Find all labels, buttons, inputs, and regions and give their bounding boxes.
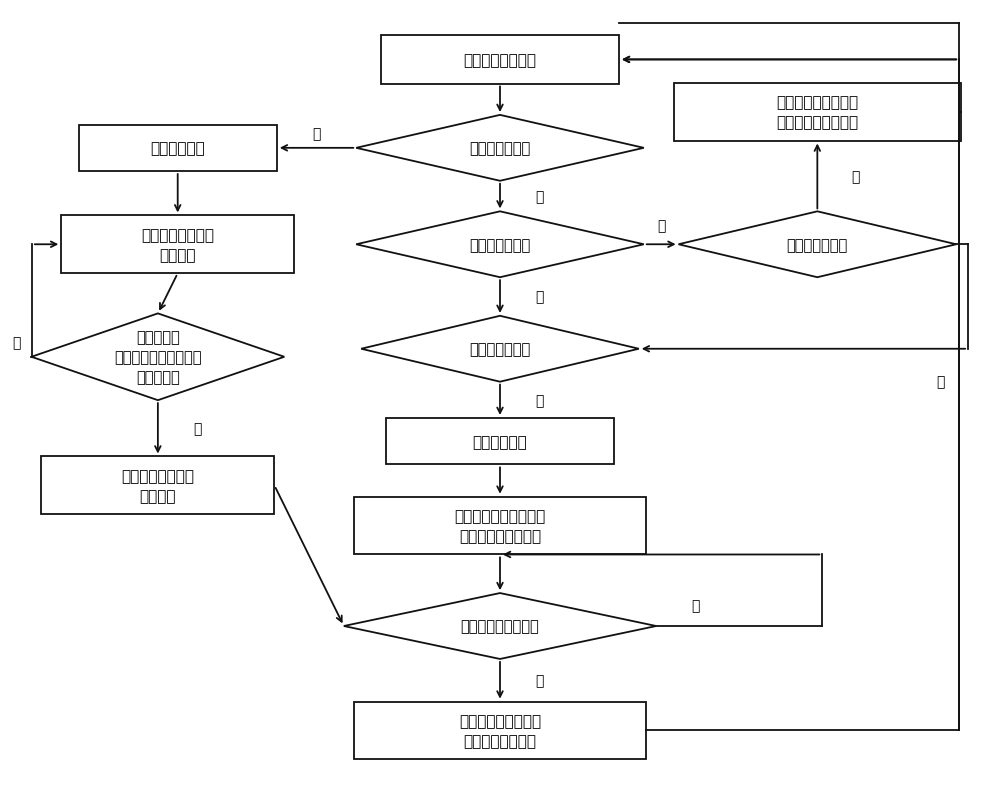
Text: 是: 是 (535, 673, 544, 688)
Text: 控制燃料电池在第二
预设时间内进行吹扫: 控制燃料电池在第二 预设时间内进行吹扫 (776, 95, 858, 130)
Text: 是: 是 (193, 422, 202, 436)
Text: 发送待机信号: 发送待机信号 (473, 434, 527, 449)
Text: 否: 否 (535, 290, 544, 304)
Text: 燃料电池启动模式: 燃料电池启动模式 (464, 53, 536, 68)
Text: 否: 否 (535, 190, 544, 204)
Text: 是: 是 (535, 393, 544, 407)
Text: 否: 否 (936, 375, 944, 388)
Text: 是: 是 (312, 127, 321, 141)
Polygon shape (361, 316, 639, 382)
Bar (354, 497, 646, 555)
Bar (674, 84, 961, 141)
Text: 是: 是 (657, 219, 665, 233)
Bar (354, 702, 646, 759)
Bar (381, 36, 619, 84)
Polygon shape (678, 212, 956, 278)
Text: 控制燃料电池第一预设
时间后进入待机模式: 控制燃料电池第一预设 时间后进入待机模式 (454, 508, 546, 543)
Text: 接收到吹扫信号: 接收到吹扫信号 (787, 238, 848, 252)
Text: 接收到功率需求信号: 接收到功率需求信号 (461, 619, 539, 633)
Text: 否: 否 (12, 336, 20, 350)
Text: 控制燃料电池进入
待机模式: 控制燃料电池进入 待机模式 (121, 469, 194, 503)
Text: 接收到急停信号: 接收到急停信号 (469, 141, 531, 157)
Polygon shape (344, 594, 656, 659)
Text: 接收到停机信号: 接收到停机信号 (469, 238, 531, 252)
Bar (61, 216, 294, 274)
Text: 否: 否 (692, 599, 700, 612)
Bar (386, 418, 614, 465)
Bar (79, 126, 277, 172)
Text: 接收到待机信号: 接收到待机信号 (469, 341, 531, 357)
Text: 发送关机信号: 发送关机信号 (150, 141, 205, 157)
Text: 是: 是 (851, 169, 859, 184)
Polygon shape (356, 116, 644, 182)
Text: 控制燃料电池中断吹
扫并进入启动模式: 控制燃料电池中断吹 扫并进入启动模式 (459, 713, 541, 748)
Polygon shape (356, 212, 644, 278)
Text: 控制燃料电池进入
关机模式: 控制燃料电池进入 关机模式 (141, 228, 214, 262)
Bar (41, 457, 274, 515)
Polygon shape (31, 314, 284, 401)
Text: 接收到停机
信号第三预设时间后收
到开机信号: 接收到停机 信号第三预设时间后收 到开机信号 (114, 330, 202, 384)
